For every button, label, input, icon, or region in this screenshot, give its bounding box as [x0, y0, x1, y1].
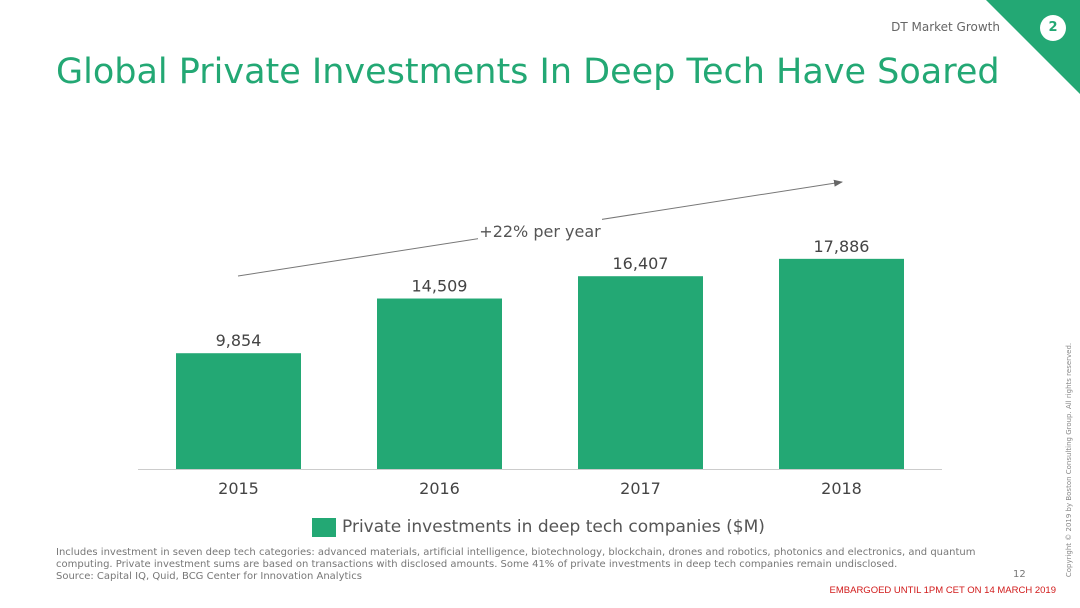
value-label-2015: 9,854 — [216, 331, 262, 350]
legend: Private investments in deep tech compani… — [312, 517, 765, 537]
footnote-source: Source: Capital IQ, Quid, BCG Center for… — [56, 571, 362, 582]
bars-layer: 9,854 2015 14,509 2016 16,407 2017 17,886 2018 — [176, 237, 904, 498]
legend-label: Private investments in deep tech compani… — [342, 517, 765, 537]
legend-swatch — [312, 517, 336, 537]
category-label-2018: 2018 — [821, 479, 862, 498]
bar-2015 — [176, 353, 301, 469]
footnote-line-1: Includes investment in seven deep tech c… — [56, 547, 976, 558]
growth-annotation-bg — [478, 218, 602, 244]
value-label-2016: 14,509 — [412, 277, 468, 296]
value-label-2018: 17,886 — [814, 237, 870, 256]
footnote: Includes investment in seven deep tech c… — [56, 547, 1006, 583]
embargo-notice: EMBARGOED UNTIL 1PM CET ON 14 MARCH 2019 — [829, 585, 1056, 596]
bar-2018 — [779, 258, 904, 469]
corner-accent-triangle — [986, 0, 1080, 94]
bar-2016 — [377, 298, 502, 469]
section-label: DT Market Growth — [891, 20, 1000, 34]
category-label-2016: 2016 — [419, 479, 460, 498]
growth-annotation: +22% per year — [479, 222, 601, 241]
section-number-badge: 2 — [1040, 15, 1066, 41]
page-title: Global Private Investments In Deep Tech … — [56, 52, 1000, 92]
value-label-2017: 16,407 — [613, 254, 669, 273]
bar-2017 — [578, 276, 703, 469]
copyright-notice: Copyright © 2019 by Boston Consulting Gr… — [1065, 342, 1073, 578]
category-label-2015: 2015 — [218, 479, 259, 498]
category-label-2017: 2017 — [620, 479, 661, 498]
bar-chart: +22% per year 9,854 2015 14,509 2016 16,407 2… — [138, 179, 942, 498]
footnote-line-2: computing. Private investment sums are b… — [56, 559, 898, 570]
page-number: 12 — [1013, 569, 1026, 580]
